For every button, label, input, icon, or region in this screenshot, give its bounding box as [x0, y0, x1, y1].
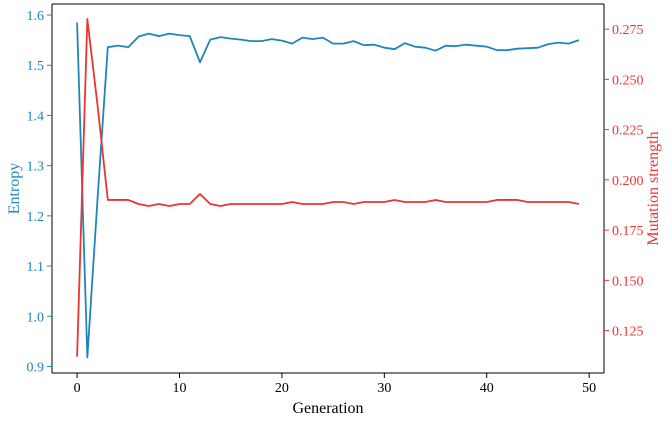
right-y-tick-label: 0.225	[612, 124, 644, 139]
left-y-tick-label: 1.2	[27, 210, 45, 225]
left-y-tick-label: 1.1	[27, 260, 45, 275]
x-tick-label: 10	[173, 381, 187, 396]
right-y-tick-label: 0.200	[612, 174, 644, 189]
x-tick-label: 50	[582, 381, 596, 396]
x-tick-label: 30	[377, 381, 391, 396]
x-tick-label: 0	[74, 381, 81, 396]
x-tick-label: 40	[480, 381, 494, 396]
right-y-tick-label: 0.175	[612, 224, 644, 239]
x-tick-label: 20	[275, 381, 289, 396]
left-y-tick-label: 1.3	[27, 160, 45, 175]
x-axis-label: Generation	[292, 400, 363, 417]
right-y-tick-label: 0.150	[612, 274, 644, 289]
entropy-series-line	[76, 22, 580, 359]
series-layer	[76, 18, 580, 359]
left-y-tick-label: 1.5	[27, 59, 45, 74]
left-y-axis-label: Entropy	[6, 163, 23, 215]
right-y-tick-label: 0.250	[612, 73, 644, 88]
right-y-axis-label: Mutation strength	[645, 131, 662, 245]
left-y-tick-label: 1.4	[27, 109, 45, 124]
mutation-strength-series-line	[76, 18, 580, 357]
left-y-tick-label: 1.6	[27, 9, 45, 24]
left-y-tick-label: 0.9	[27, 360, 45, 375]
right-y-tick-label: 0.275	[612, 23, 644, 38]
axes-layer: 0 10 20 30 40 50 0.9 1.0 1.1 1.2 1.3 1.4 1.5 1.6 0.125…	[27, 3, 644, 396]
left-y-tick-label: 1.0	[27, 310, 45, 325]
right-y-tick-label: 0.125	[612, 325, 644, 340]
